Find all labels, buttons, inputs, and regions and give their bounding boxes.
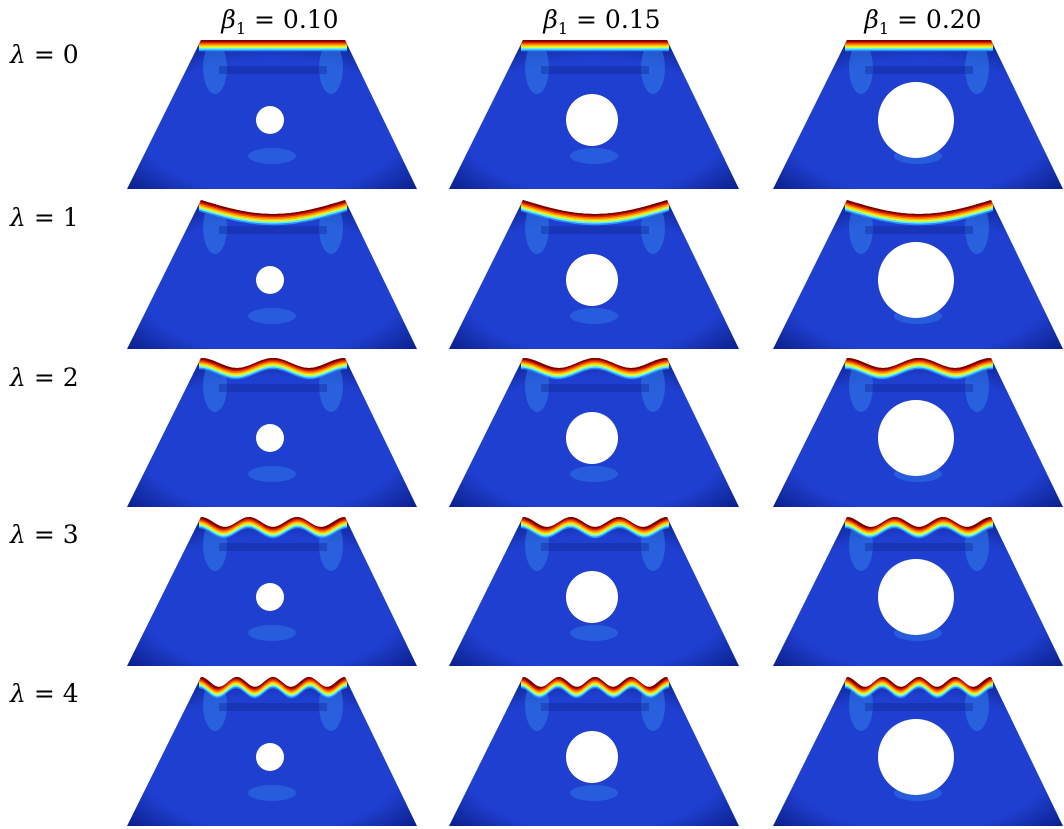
contour-panel-r3-c2: [773, 517, 1063, 666]
column-header-value: = 0.20: [897, 5, 982, 34]
temperature-band: [521, 677, 669, 689]
hole: [256, 106, 284, 134]
row-label-lambda-4: λ = 4: [10, 679, 79, 708]
column-header-value: = 0.15: [576, 5, 661, 34]
temperature-band: [521, 200, 669, 218]
field-lobe: [641, 42, 665, 94]
hole: [566, 94, 618, 146]
field-lobe: [849, 42, 873, 94]
field-dark-band: [541, 543, 649, 551]
temperature-band: [199, 200, 347, 221]
temperature-band: [521, 517, 669, 529]
temperature-band: [521, 677, 669, 691]
hole: [566, 254, 618, 306]
temperature-band: [199, 40, 347, 42]
hole: [566, 571, 618, 623]
field-dark-band: [219, 384, 327, 392]
hole: [566, 412, 618, 464]
temperature-band: [199, 200, 347, 218]
contour-panel-r1-c1: [449, 200, 739, 349]
field-dark-band: [541, 384, 649, 392]
hole: [256, 424, 284, 452]
contour-panel-r0-c0: [127, 40, 417, 189]
field-lobe: [570, 148, 618, 164]
contour-panel-r3-c0: [127, 517, 417, 666]
hole: [878, 559, 954, 635]
field-lobe: [248, 148, 296, 164]
temperature-band: [199, 200, 347, 216]
temperature-band: [521, 200, 669, 216]
column-header-beta-0.15: β1 = 0.15: [543, 5, 661, 38]
field-lobe: [570, 785, 618, 801]
field-dark-band: [541, 66, 649, 74]
field-dark-band: [865, 703, 973, 711]
field-lobe: [248, 625, 296, 641]
field-lobe: [570, 625, 618, 641]
contour-panel-r4-c0: [127, 677, 417, 826]
field-dark-band: [219, 226, 327, 234]
temperature-band: [521, 200, 669, 219]
field-lobe: [570, 308, 618, 324]
row-label-lambda-2: λ = 2: [10, 363, 79, 392]
hole: [878, 719, 954, 795]
temperature-band: [199, 677, 347, 691]
field-lobe: [248, 466, 296, 482]
hole: [256, 743, 284, 771]
contour-panel-r2-c0: [127, 358, 417, 507]
temperature-band: [199, 517, 347, 529]
field-dark-band: [865, 543, 973, 551]
contour-panel-r3-c1: [449, 517, 739, 666]
field-dark-band: [219, 543, 327, 551]
hole: [256, 266, 284, 294]
hole: [878, 242, 954, 318]
hole: [878, 82, 954, 158]
temperature-band: [845, 200, 993, 219]
temperature-band: [845, 200, 993, 216]
contour-panel-r0-c2: [773, 40, 1063, 189]
temperature-band: [845, 200, 993, 221]
field-dark-band: [865, 66, 973, 74]
field-lobe: [570, 466, 618, 482]
temperature-band: [845, 677, 993, 689]
temperature-band: [199, 200, 347, 219]
temperature-band: [845, 517, 993, 529]
hole: [878, 400, 954, 476]
field-lobe: [525, 42, 549, 94]
hole: [566, 731, 618, 783]
temperature-band: [199, 677, 347, 689]
column-header-beta-0.20: β1 = 0.20: [864, 5, 982, 38]
field-lobe: [248, 785, 296, 801]
field-lobe: [248, 308, 296, 324]
row-label-lambda-3: λ = 3: [10, 520, 79, 549]
field-dark-band: [219, 703, 327, 711]
hole: [256, 583, 284, 611]
column-header-beta-0.10: β1 = 0.10: [221, 5, 339, 38]
temperature-band: [845, 40, 993, 42]
temperature-band: [521, 40, 669, 42]
temperature-band: [845, 200, 993, 218]
field-lobe: [319, 42, 343, 94]
row-label-lambda-1: λ = 1: [10, 203, 79, 232]
field-lobe: [965, 42, 989, 94]
field-dark-band: [541, 226, 649, 234]
contour-panel-r0-c1: [449, 40, 739, 189]
column-header-value: = 0.10: [254, 5, 339, 34]
contour-panel-r1-c0: [127, 200, 417, 349]
contour-panel-r2-c2: [773, 358, 1063, 507]
row-label-lambda-0: λ = 0: [10, 40, 79, 69]
field-dark-band: [219, 66, 327, 74]
field-dark-band: [865, 226, 973, 234]
contour-panel-r2-c1: [449, 358, 739, 507]
field-dark-band: [865, 384, 973, 392]
temperature-band: [521, 200, 669, 221]
contour-panel-r4-c2: [773, 677, 1063, 826]
temperature-band: [845, 677, 993, 691]
field-dark-band: [541, 703, 649, 711]
contour-panel-r4-c1: [449, 677, 739, 826]
contour-panel-r1-c2: [773, 200, 1063, 349]
field-lobe: [203, 42, 227, 94]
